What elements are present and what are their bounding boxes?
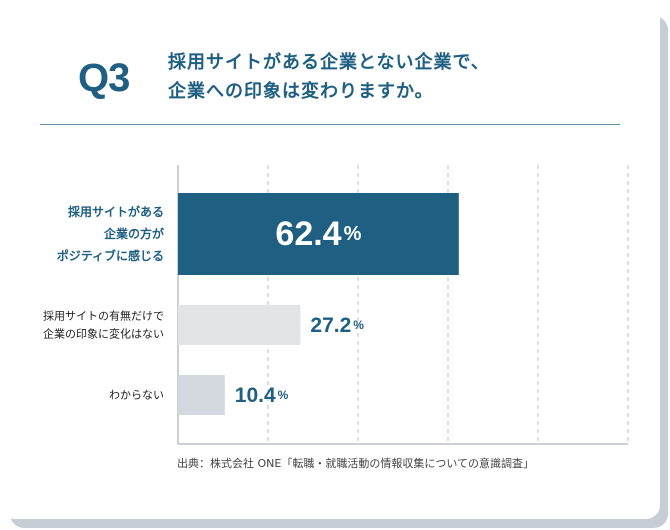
data-label: 10.4% (235, 384, 289, 407)
bar (178, 375, 225, 415)
bar (178, 193, 459, 275)
category-label: 採用サイトの有無だけで企業の印象に変化はない (43, 309, 164, 341)
category-label: わからない (109, 389, 164, 402)
category-label: 採用サイトがある企業の方がポジティブに感じる (57, 204, 164, 263)
data-label: 27.2% (310, 314, 364, 337)
question-number: Q3 (78, 56, 130, 100)
header-divider (40, 124, 620, 125)
data-label: 62.4% (275, 215, 361, 253)
source-note: 出典：株式会社 ONE「転職・就職活動の情報収集についての意識調査」 (177, 457, 535, 470)
bar (178, 305, 301, 345)
question-text: 採用サイトがある企業とない企業で、 企業への印象は変わりますか。 (168, 52, 490, 102)
